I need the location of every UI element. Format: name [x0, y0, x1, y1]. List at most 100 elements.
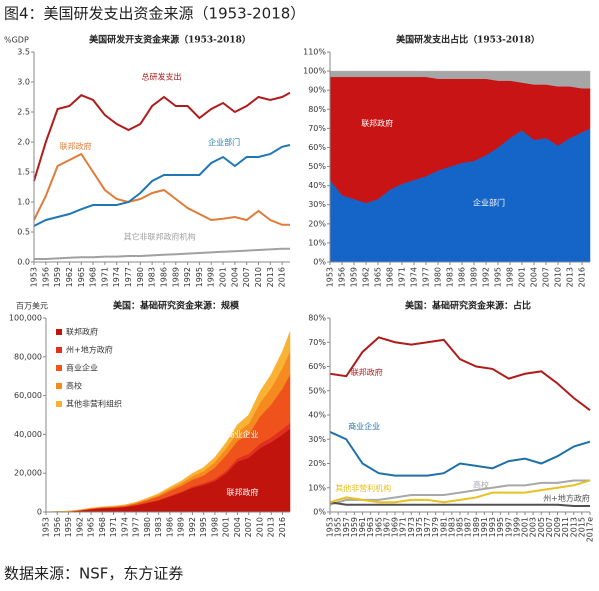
- x-tick-label: 2007: [542, 267, 551, 287]
- x-tick-label: 1983: [154, 517, 163, 537]
- x-tick-label: 1981: [439, 517, 448, 537]
- x-tick-label: 1977: [422, 267, 431, 287]
- legend-label: 联邦政府: [66, 327, 98, 337]
- y-tick-label: 20%: [308, 459, 326, 468]
- x-tick-label: 1968: [98, 517, 107, 537]
- x-tick-label: 2004: [233, 517, 242, 537]
- y-tick-label: 70%: [308, 338, 326, 347]
- x-tick-label: 1989: [171, 267, 180, 287]
- legend-swatch: [56, 365, 62, 371]
- y-tick-label: 80%: [308, 314, 326, 323]
- x-tick-label: 1965: [87, 517, 96, 537]
- x-tick-label: 1997: [504, 517, 513, 537]
- y-tick-label: 0.0: [17, 258, 30, 267]
- x-tick-label: 2010: [254, 267, 263, 287]
- x-tick-label: 1995: [494, 267, 503, 287]
- chart-title: 美国研发开支资金来源（1953-2018）: [89, 34, 251, 46]
- x-tick-label: 1965: [77, 267, 86, 287]
- x-tick-label: 1967: [382, 517, 391, 537]
- x-tick-label: 1986: [165, 517, 174, 537]
- x-tick-label: 1983: [446, 267, 455, 287]
- x-tick-label: 1961: [358, 517, 367, 537]
- x-tick-label: 1998: [506, 267, 515, 287]
- y-tick-label: 40%: [308, 181, 326, 190]
- x-tick-label: 1998: [207, 267, 216, 287]
- line: [329, 336, 591, 411]
- y-tick-label: 50%: [308, 162, 326, 171]
- x-tick-label: 2001: [518, 267, 527, 287]
- x-tick-label: 2013: [569, 517, 578, 537]
- series-label: 联邦政府: [351, 367, 383, 377]
- legend-swatch: [56, 347, 62, 353]
- y-tick-label: 60%: [308, 143, 326, 152]
- x-tick-label: 2010: [554, 267, 563, 287]
- y-tick-label: 40%: [308, 411, 326, 420]
- x-tick-label: 1995: [195, 267, 204, 287]
- x-tick-label: 1989: [472, 517, 481, 537]
- series-label: 企业部门: [208, 137, 240, 147]
- y-tick-label: 10%: [308, 238, 326, 247]
- x-tick-label: 1971: [399, 517, 408, 537]
- y-tick-label: 60,000: [14, 391, 42, 400]
- y-unit: 百万美元: [16, 301, 48, 311]
- x-tick-label: 1971: [109, 517, 118, 537]
- x-tick-label: 1953: [326, 267, 335, 287]
- y-tick-label: 0%: [313, 258, 326, 267]
- y-tick-label: 0.5: [17, 228, 30, 237]
- x-tick-label: 1955: [334, 517, 343, 537]
- x-tick-label: 1995: [199, 517, 208, 537]
- x-tick-label: 1977: [423, 517, 432, 537]
- x-tick-label: 1989: [470, 267, 479, 287]
- chart-title: 美国：基础研究资金来源：占比: [405, 300, 531, 312]
- x-tick-label: 2017e: [586, 517, 595, 542]
- x-tick-label: 2001: [521, 517, 530, 537]
- line: [329, 479, 590, 506]
- x-tick-label: 1999: [512, 517, 521, 537]
- y-tick-label: 40,000: [14, 430, 42, 439]
- y-tick-label: 30%: [308, 435, 326, 444]
- x-tick-label: 1992: [482, 267, 491, 287]
- y-tick-label: 60%: [308, 362, 326, 371]
- y-tick-label: 80%: [308, 105, 326, 114]
- legend-label: 其他非营利组织: [66, 399, 122, 409]
- x-tick-label: 1974: [120, 517, 129, 537]
- x-tick-label: 1965: [374, 267, 383, 287]
- x-tick-label: 2007: [244, 517, 253, 537]
- x-tick-label: 1959: [64, 517, 73, 537]
- x-tick-label: 2005: [537, 517, 546, 537]
- x-tick-label: 1962: [65, 267, 74, 287]
- y-tick-label: 1.5: [17, 168, 30, 177]
- y-tick-label: 0: [37, 508, 42, 517]
- x-tick-label: 1977: [132, 517, 141, 537]
- x-tick-label: 1998: [210, 517, 219, 537]
- series-label: 企业部门: [473, 198, 505, 208]
- x-tick-label: 2009: [553, 517, 562, 537]
- legend-swatch: [56, 401, 62, 407]
- series-label: 联邦政府: [60, 141, 92, 151]
- x-tick-label: 1962: [362, 267, 371, 287]
- line: [329, 501, 590, 507]
- x-tick-label: 2001: [219, 267, 228, 287]
- x-tick-label: 1971: [398, 267, 407, 287]
- x-tick-label: 1980: [143, 517, 152, 537]
- series-label: 高校: [473, 479, 489, 489]
- series-label: 商业企业: [348, 421, 380, 431]
- x-tick-label: 1953: [326, 517, 335, 537]
- y-tick-label: 80,000: [14, 352, 42, 361]
- x-tick-label: 2007: [545, 517, 554, 537]
- series-label: 州+地方政府: [543, 493, 590, 503]
- x-tick-label: 1956: [53, 517, 62, 537]
- x-tick-label: 1986: [458, 267, 467, 287]
- x-tick-label: 2003: [529, 517, 538, 537]
- y-tick-label: 2.5: [17, 108, 30, 117]
- x-tick-label: 1968: [89, 267, 98, 287]
- x-tick-label: 1962: [75, 517, 84, 537]
- x-tick-label: 1963: [366, 517, 375, 537]
- x-tick-label: 2007: [242, 267, 251, 287]
- y-tick-label: 0%: [313, 508, 326, 517]
- x-tick-label: 2016: [578, 267, 587, 287]
- x-tick-label: 1959: [350, 517, 359, 537]
- x-tick-label: 1956: [338, 267, 347, 287]
- line: [33, 91, 291, 182]
- area: [329, 70, 591, 89]
